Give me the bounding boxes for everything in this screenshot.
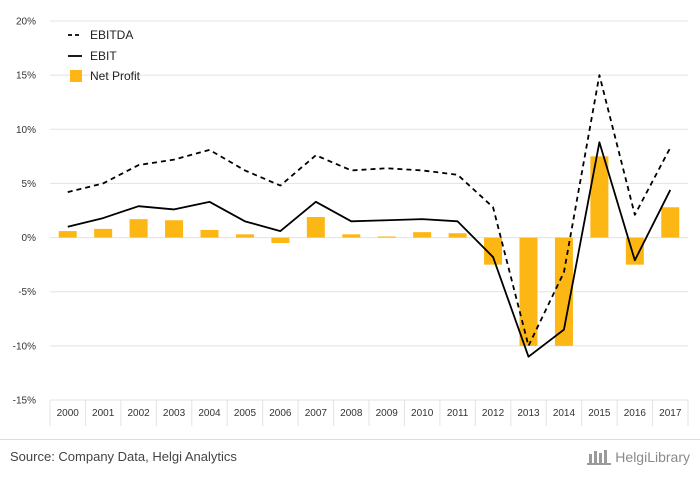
series-lines bbox=[67, 74, 672, 358]
bar-net-profit bbox=[448, 233, 467, 238]
brand-logo: HelgiLibrary bbox=[587, 448, 690, 466]
chart: 20%15%10%5%0%-5%-10%-15% 2000 2001 2002 200… bbox=[13, 17, 689, 426]
x-tick-label: 2015 bbox=[588, 408, 611, 419]
x-tick-label: 2005 bbox=[234, 408, 257, 419]
y-tick-label: 5% bbox=[22, 179, 37, 190]
source-text: Source: Company Data, Helgi Analytics bbox=[10, 449, 237, 464]
x-tick-label: 2001 bbox=[92, 408, 115, 419]
bar-net-profit bbox=[342, 234, 361, 238]
x-tick-label: 2017 bbox=[659, 408, 682, 419]
legend: EBITDA EBIT Net Profit bbox=[68, 28, 141, 83]
x-tick-label: 2014 bbox=[553, 408, 576, 419]
bar-net-profit bbox=[377, 236, 396, 238]
x-tick-label: 2007 bbox=[305, 408, 328, 419]
x-tick-label: 2010 bbox=[411, 408, 434, 419]
bar-net-profit bbox=[58, 231, 77, 238]
y-tick-label: 15% bbox=[16, 71, 36, 82]
x-tick-label: 2004 bbox=[198, 408, 221, 419]
bar-net-profit bbox=[519, 237, 538, 346]
bar-net-profit bbox=[484, 237, 503, 265]
y-axis-ticks: 20% 15% 10% 5% 0% -5% -10% -15% bbox=[13, 17, 36, 407]
bar-net-profit bbox=[271, 237, 290, 243]
y-tick-label: 0% bbox=[22, 233, 37, 244]
brand-name: HelgiLibrary bbox=[615, 449, 690, 465]
y-tick-label: 20% bbox=[16, 17, 36, 28]
bar-net-profit bbox=[306, 216, 325, 238]
bar-net-profit bbox=[94, 228, 113, 238]
y-tick-label: -5% bbox=[18, 287, 36, 298]
x-tick-label: 2016 bbox=[624, 408, 647, 419]
bar-net-profit bbox=[413, 232, 432, 238]
x-tick-label: 2006 bbox=[269, 408, 292, 419]
bar-net-profit bbox=[200, 229, 219, 238]
x-tick-label: 2012 bbox=[482, 408, 505, 419]
library-icon bbox=[587, 450, 612, 465]
x-tick-label: 2011 bbox=[447, 408, 469, 419]
x-tick-label: 2003 bbox=[163, 408, 186, 419]
line-ebit bbox=[67, 141, 672, 358]
net-profit-bars bbox=[58, 156, 680, 346]
x-tick-label: 2002 bbox=[127, 408, 150, 419]
bar-net-profit bbox=[129, 219, 148, 238]
bar-net-profit bbox=[554, 237, 573, 346]
x-tick-label: 2000 bbox=[57, 408, 80, 419]
legend-label-net-profit: Net Profit bbox=[90, 69, 141, 83]
legend-swatch-net-profit bbox=[70, 70, 82, 82]
line-ebitda bbox=[67, 74, 672, 347]
y-tick-label: -10% bbox=[13, 341, 36, 352]
y-tick-label: 10% bbox=[16, 125, 36, 136]
x-tick-label: 2008 bbox=[340, 408, 363, 419]
legend-label-ebitda: EBITDA bbox=[90, 28, 133, 42]
gridlines bbox=[50, 20, 688, 401]
legend-label-ebit: EBIT bbox=[90, 49, 117, 63]
y-tick-label: -15% bbox=[13, 396, 36, 407]
x-tick-label: 2009 bbox=[376, 408, 399, 419]
bar-net-profit bbox=[590, 156, 609, 238]
bar-net-profit bbox=[661, 207, 680, 238]
footer: Source: Company Data, Helgi Analytics He… bbox=[0, 439, 700, 483]
x-tick-label: 2013 bbox=[517, 408, 540, 419]
bar-net-profit bbox=[165, 220, 184, 238]
bar-net-profit bbox=[235, 234, 254, 238]
x-axis-ticks: 2000 2001 2002 2003 2004 2005 2006 2007 2008 2009… bbox=[49, 400, 689, 426]
